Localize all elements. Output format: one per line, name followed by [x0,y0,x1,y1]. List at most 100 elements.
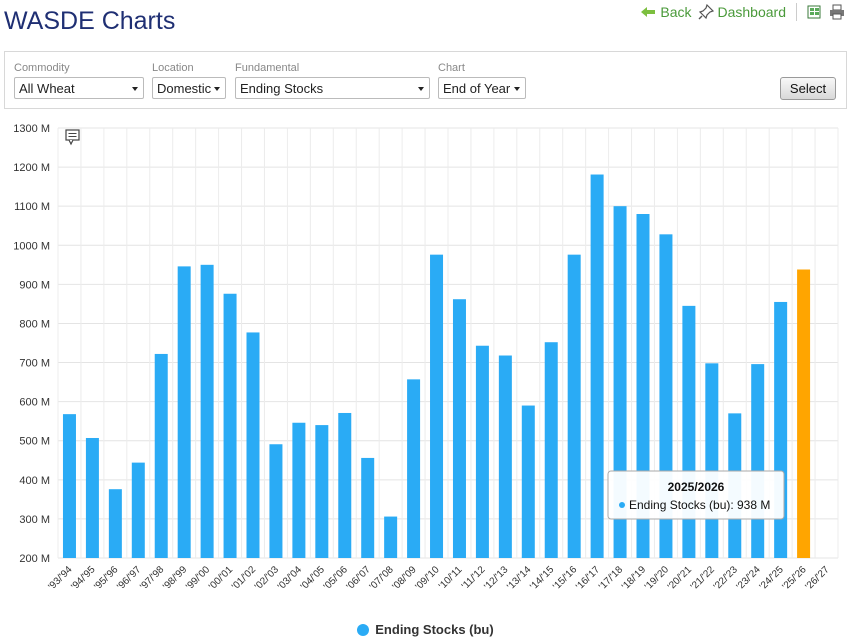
bar[interactable] [131,462,145,558]
x-tick-label: '20/'21 [666,564,694,592]
y-tick-label: 1200 M [13,162,50,174]
bar[interactable] [108,489,122,558]
page-title: WASDE Charts [4,7,176,35]
commodity-select[interactable]: All Wheat [14,77,144,99]
comment-icon[interactable] [65,129,80,146]
tooltip-marker [619,502,625,508]
header-links: Back Dashboard [640,3,845,21]
bar[interactable] [407,379,421,558]
filter-panel: Commodity All Wheat Location Domestic Fu… [4,51,847,109]
chart-field: Chart End of Year [438,62,526,99]
x-tick-label: '09/'10 [413,564,441,592]
fundamental-label: Fundamental [235,62,300,74]
select-button[interactable]: Select [780,77,836,100]
x-tick-label: '02/'03 [253,564,281,592]
x-tick-label: '00/'01 [207,564,235,592]
bar[interactable] [751,364,765,558]
tooltip-title: 2025/2026 [668,480,725,494]
bar[interactable] [223,293,237,558]
bar[interactable] [498,355,512,558]
bar[interactable] [774,301,788,558]
chart-tooltip: 2025/2026 Ending Stocks (bu): 938 M [607,470,785,520]
bar[interactable] [567,254,581,558]
pin-icon [698,4,714,20]
commodity-label: Commodity [14,62,70,74]
x-tick-label: '98/'99 [161,564,189,592]
y-tick-label: 600 M [19,397,50,409]
bar[interactable] [361,457,375,558]
x-tick-label: '97/'98 [138,564,166,592]
bar[interactable] [544,342,558,558]
bar[interactable] [452,299,466,558]
bar[interactable] [430,254,444,558]
fundamental-select[interactable]: Ending Stocks [235,77,430,99]
tooltip-box [607,470,785,520]
x-tick-label: '08/'09 [391,564,419,592]
bar[interactable] [613,206,627,558]
tooltip-value: 938 M [737,498,770,512]
y-tick-label: 800 M [19,318,50,330]
bar[interactable] [338,412,352,558]
tooltip-series: Ending Stocks (bu): [629,498,734,512]
chevron-down-icon [132,87,138,91]
x-tick-label: '05/'06 [322,564,350,592]
x-tick-label: '16/'17 [574,564,602,592]
bar[interactable] [246,332,260,558]
x-tick-label: '22/'23 [712,564,740,592]
x-tick-label: '19/'20 [643,564,671,592]
y-tick-label: 700 M [19,358,50,370]
y-tick-label: 500 M [19,436,50,448]
bar[interactable] [177,266,191,558]
fundamental-value: Ending Stocks [240,80,324,96]
bar[interactable] [85,437,99,558]
commodity-value: All Wheat [19,80,75,96]
location-field: Location Domestic [152,62,226,99]
chevron-down-icon [418,87,424,91]
spreadsheet-icon[interactable] [807,4,823,20]
chart-legend[interactable]: Ending Stocks (bu) [0,622,851,637]
y-tick-label: 300 M [19,514,50,526]
bar-chart: 200 M 300 M 400 M 500 M 600 M 700 M 800 M 900 M… [13,123,839,593]
x-tick-label: '93/'94 [46,564,74,592]
x-tick-label: '03/'04 [276,564,304,592]
location-select[interactable]: Domestic [152,77,226,99]
chart-label: Chart [438,62,465,74]
back-link[interactable]: Back [640,4,692,20]
bar[interactable] [315,425,329,558]
x-tick-label: '18/'19 [620,564,648,592]
back-label: Back [660,4,692,20]
bar[interactable] [475,345,489,558]
x-tick-label: '07/'08 [368,564,396,592]
bar[interactable] [682,305,696,558]
chevron-down-icon [514,87,520,91]
dashboard-label: Dashboard [717,4,787,20]
y-tick-label: 1000 M [13,240,50,252]
bar[interactable] [384,516,398,558]
x-tick-label: '12/'13 [482,564,510,592]
bar[interactable] [154,353,168,558]
x-tick-label: '95/'96 [92,564,120,592]
bar[interactable] [521,405,535,558]
bar[interactable] [705,363,719,558]
legend-label: Ending Stocks (bu) [375,622,494,637]
x-tick-label: '26/'27 [803,564,831,592]
printer-icon[interactable] [829,4,845,20]
bar[interactable] [62,414,76,558]
x-tick-label: '96/'97 [115,564,143,592]
y-tick-label: 900 M [19,279,50,291]
bar[interactable] [590,174,604,558]
x-tick-label: '10/'11 [437,564,465,592]
y-tick-label: 200 M [19,553,50,565]
fundamental-field: Fundamental Ending Stocks [235,62,430,99]
x-tick-label: '14/'15 [528,564,556,592]
bar[interactable] [292,422,306,558]
y-tick-label: 1300 M [13,123,50,135]
bar[interactable] [797,269,811,558]
bar[interactable] [269,444,283,558]
chart-value: End of Year [443,80,511,96]
x-tick-label: '17/'18 [597,564,625,592]
chart-select[interactable]: End of Year [438,77,526,99]
x-tick-label: '25/'26 [781,564,809,592]
bar[interactable] [200,264,214,558]
dashboard-link[interactable]: Dashboard [698,4,787,20]
